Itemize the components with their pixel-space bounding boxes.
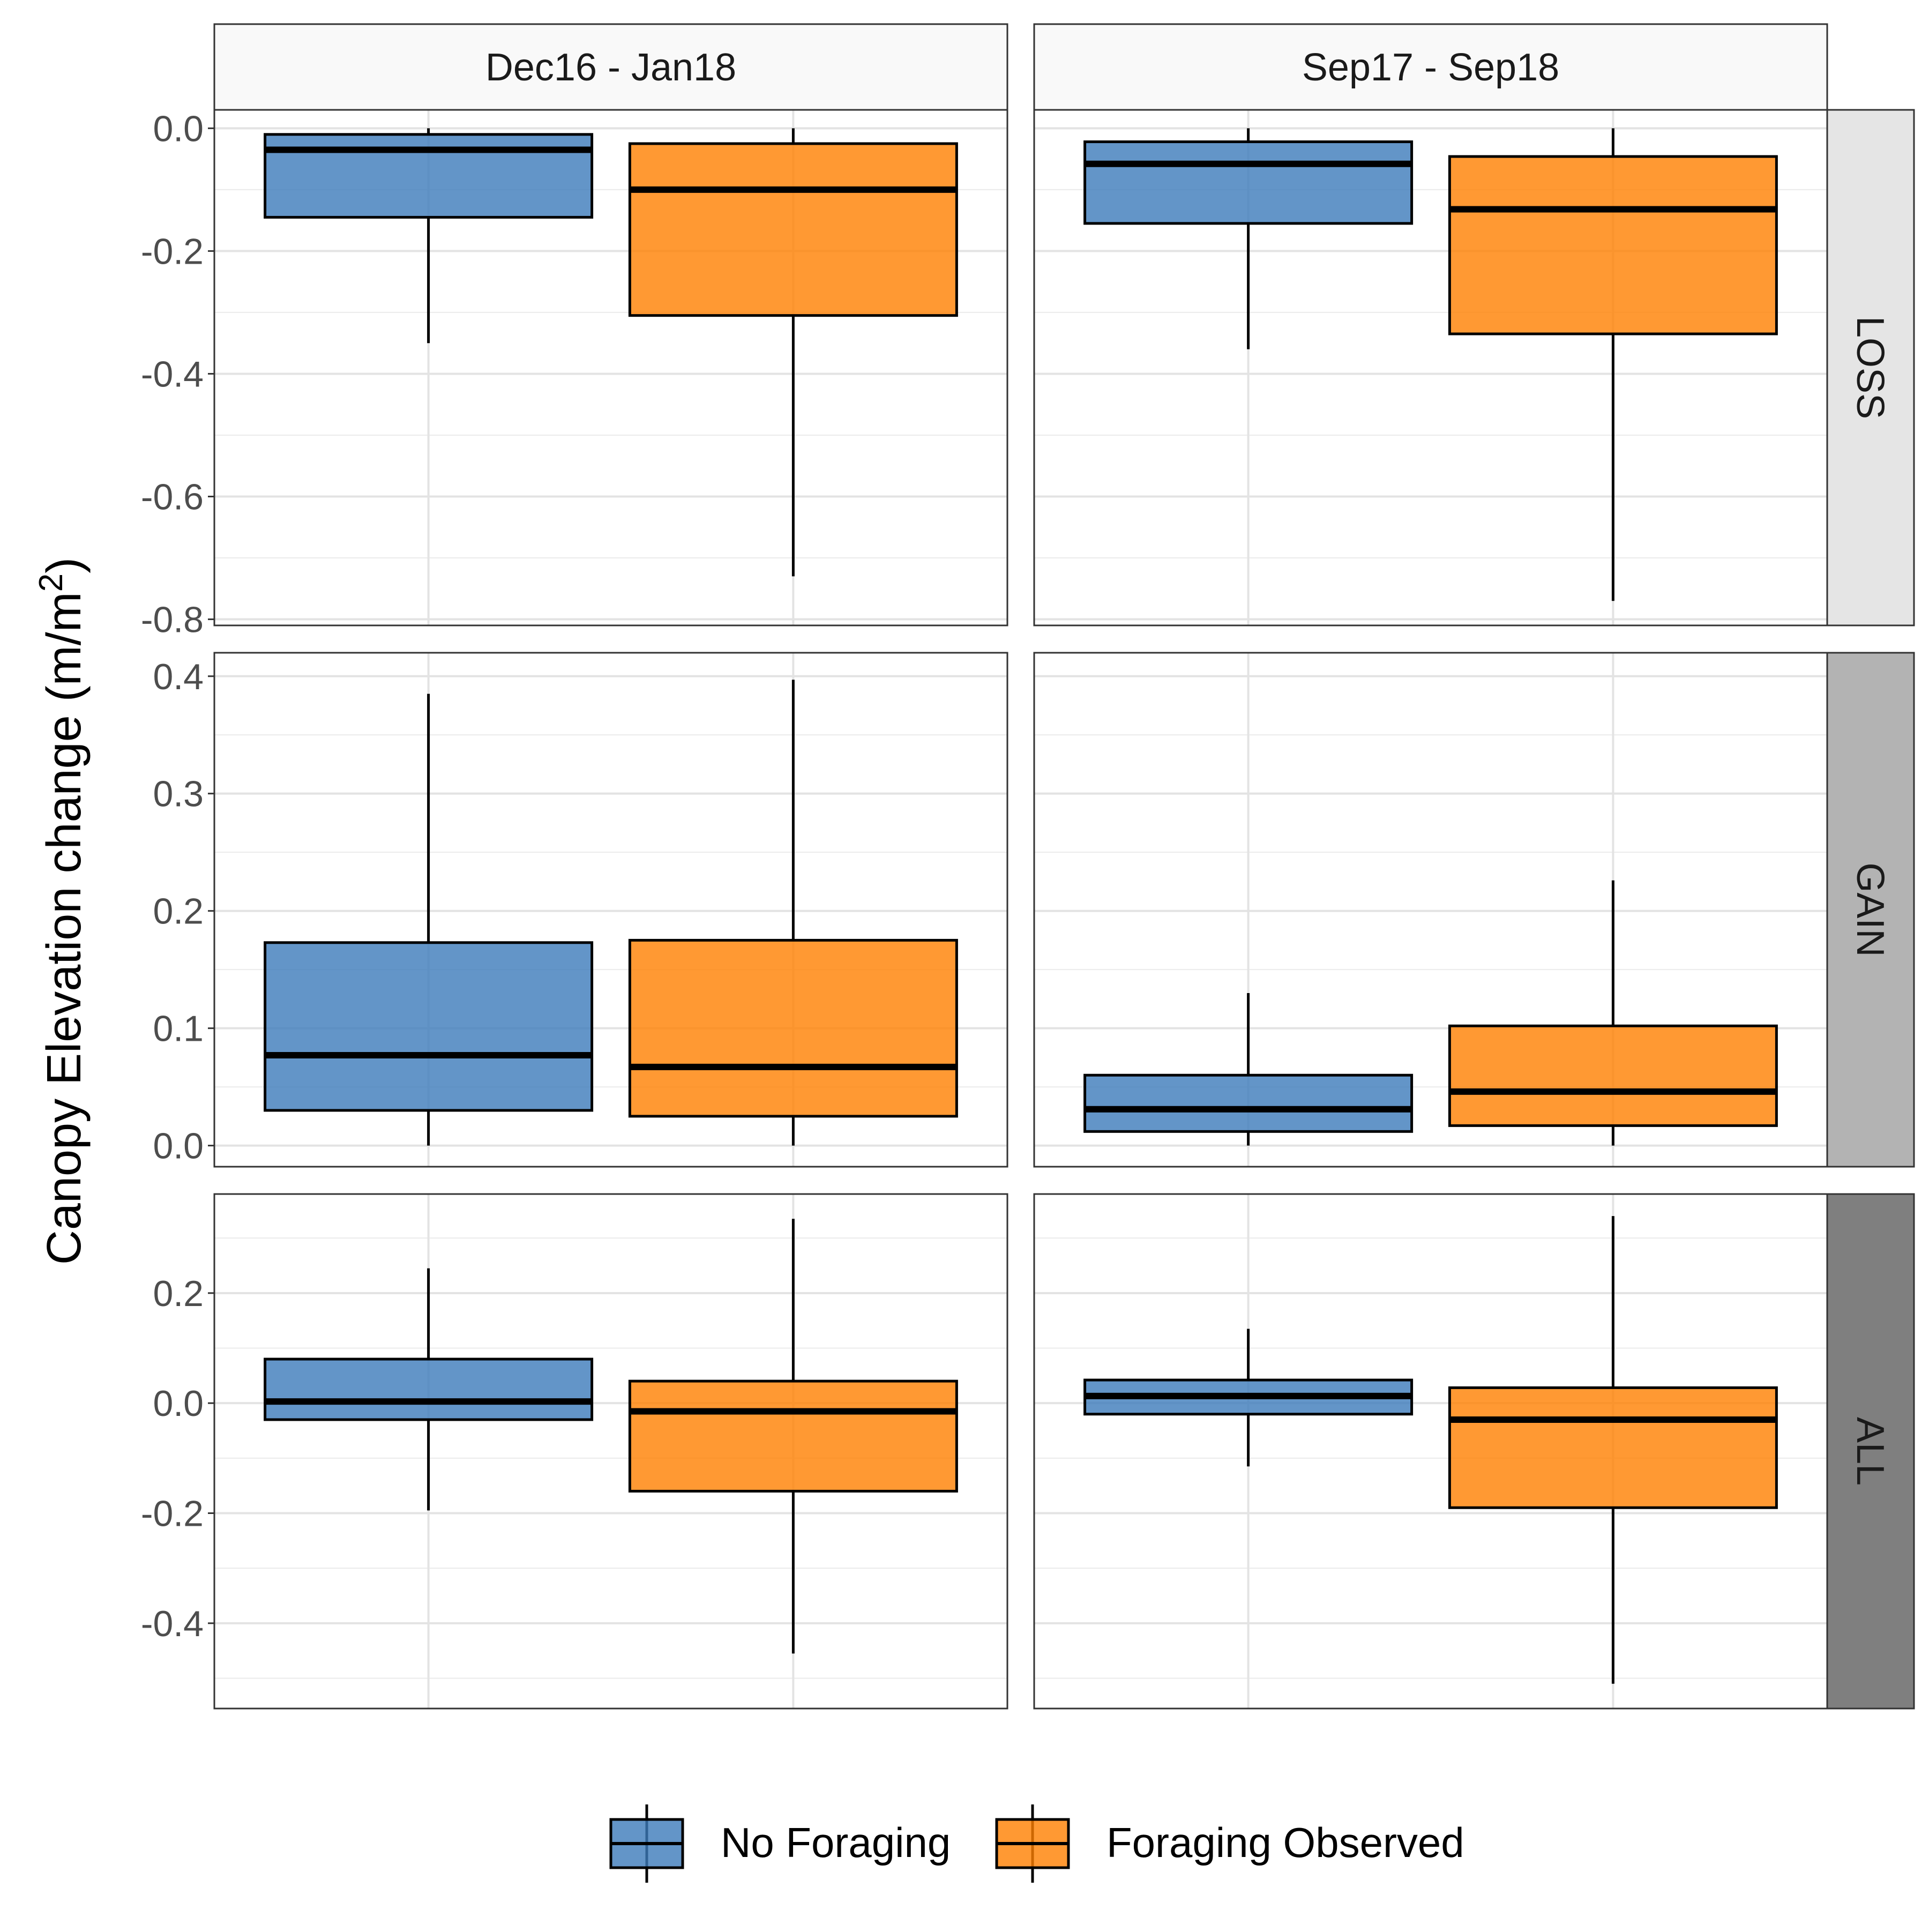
y-tick-label-1-1: 0.1 [153, 1009, 204, 1049]
column-strip-0 [213, 23, 1008, 111]
y-tick-label-1-4: 0.4 [153, 657, 204, 697]
box-1-0-0 [264, 941, 594, 1112]
box-2-0-0 [264, 1357, 594, 1421]
y-tick-label-0-4: -0.8 [141, 600, 204, 640]
box-2-1-1 [1448, 1386, 1778, 1509]
box-2-0-1 [628, 1379, 958, 1493]
y-axis-unit-close: ) [38, 557, 91, 573]
y-tick-label-1-0: 0.0 [153, 1126, 204, 1167]
y-axis-title: Canopy Elevation change (m/m2) [33, 557, 91, 1265]
panel-border-1-1 [1033, 652, 1828, 1168]
row-strip-label-1: GAIN [1849, 862, 1891, 957]
panel-border-0-0 [213, 109, 1008, 626]
box-0-0-1 [628, 142, 958, 317]
y-tick-label-0-2: -0.4 [141, 354, 204, 394]
row-strip-0 [1826, 109, 1915, 626]
panel-border-1-0 [213, 652, 1008, 1168]
y-tick-label-1-3: 0.3 [153, 774, 204, 815]
box-1-0-1 [628, 938, 958, 1118]
y-tick-label-0-0: 0.0 [153, 108, 204, 149]
box-0-1-0 [1083, 140, 1414, 225]
column-strip-1 [1033, 23, 1828, 111]
y-tick-label-2-2: -0.2 [141, 1494, 204, 1534]
y-axis-unit-superscript: 2 [33, 573, 70, 592]
y-tick-label-2-3: -0.4 [141, 1603, 204, 1644]
y-tick-label-0-1: -0.2 [141, 231, 204, 272]
column-strip-label-1: Sep17 - Sep18 [1302, 46, 1559, 89]
y-axis-unit: (m/m [38, 592, 91, 702]
panel-border-2-1 [1033, 1193, 1828, 1710]
panel-border-2-0 [213, 1193, 1008, 1710]
y-axis-title-text: Canopy Elevation change [38, 702, 91, 1265]
y-tick-label-1-2: 0.2 [153, 891, 204, 932]
box-1-1-1 [1448, 1024, 1778, 1127]
box-1-1-0 [1083, 1073, 1414, 1133]
box-0-1-1 [1448, 155, 1778, 335]
row-strip-2 [1826, 1193, 1915, 1710]
column-strip-label-0: Dec16 - Jan18 [485, 46, 736, 89]
panel-border-0-1 [1033, 109, 1828, 626]
legend-label-0: No Foraging [721, 1819, 951, 1866]
y-tick-label-2-1: 0.0 [153, 1383, 204, 1424]
legend-label-1: Foraging Observed [1106, 1819, 1464, 1866]
y-tick-label-2-0: 0.2 [153, 1273, 204, 1314]
row-strip-label-0: LOSS [1849, 316, 1891, 419]
row-strip-label-2: ALL [1849, 1417, 1891, 1486]
y-tick-label-0-3: -0.6 [141, 477, 204, 518]
